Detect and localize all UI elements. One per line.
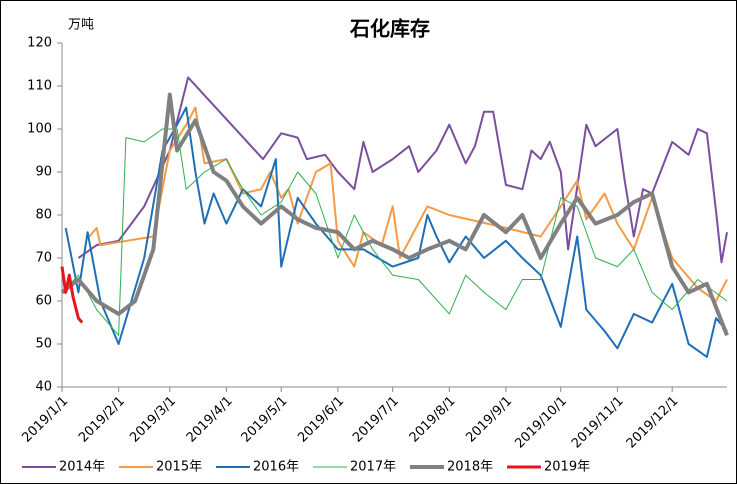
series-line xyxy=(60,266,84,324)
y-tick-label: 80 xyxy=(35,208,52,223)
y-tick-label: 110 xyxy=(27,79,52,94)
y-tick-label: 70 xyxy=(35,251,52,266)
series-line xyxy=(60,92,729,337)
legend-label: 2019年 xyxy=(544,460,590,475)
legend-label: 2014年 xyxy=(59,460,105,475)
y-tick-label: 120 xyxy=(27,36,52,51)
legend-label: 2017年 xyxy=(350,460,396,475)
series-line xyxy=(64,106,728,358)
y-unit: 万吨 xyxy=(68,18,94,33)
legend-label: 2016年 xyxy=(253,460,299,475)
y-tick-label: 50 xyxy=(35,337,52,352)
series-line xyxy=(77,76,728,264)
chart-title: 石化库存 xyxy=(349,17,430,41)
y-tick-label: 60 xyxy=(35,294,52,309)
legend-label: 2018年 xyxy=(447,460,493,475)
series-line xyxy=(61,128,728,336)
y-tick-label: 100 xyxy=(27,122,52,137)
y-tick-label: 40 xyxy=(35,380,52,395)
y-tick-label: 90 xyxy=(35,165,52,180)
legend-label: 2015年 xyxy=(156,460,202,475)
